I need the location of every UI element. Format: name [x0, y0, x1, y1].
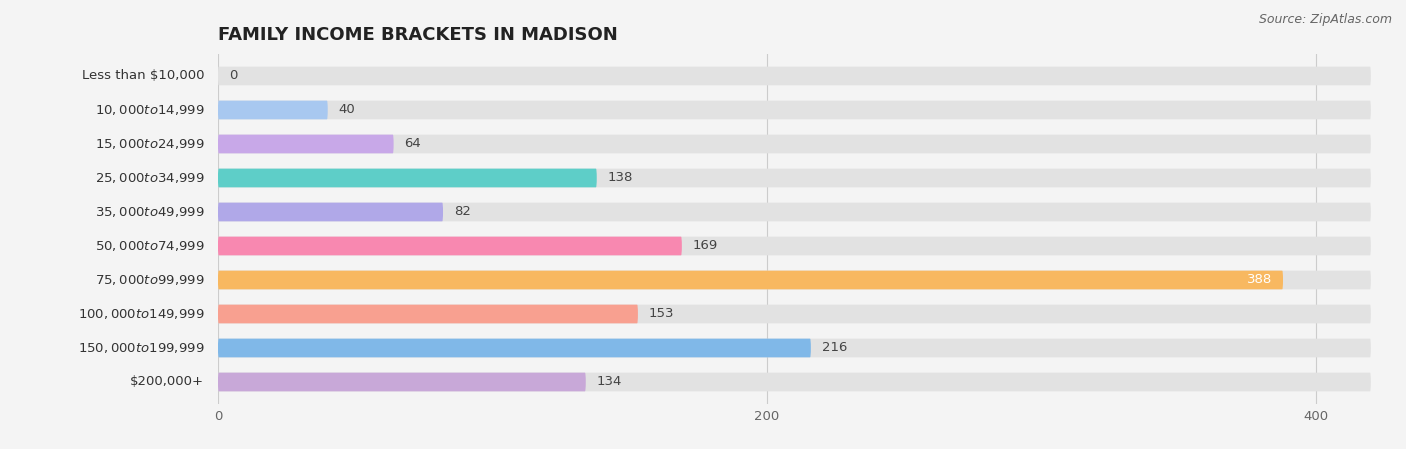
Text: $100,000 to $149,999: $100,000 to $149,999: [77, 307, 204, 321]
Text: FAMILY INCOME BRACKETS IN MADISON: FAMILY INCOME BRACKETS IN MADISON: [218, 26, 617, 44]
Text: 138: 138: [607, 172, 633, 185]
Text: $50,000 to $74,999: $50,000 to $74,999: [94, 239, 204, 253]
FancyBboxPatch shape: [218, 66, 1371, 85]
Text: 216: 216: [823, 342, 848, 355]
FancyBboxPatch shape: [218, 202, 443, 221]
FancyBboxPatch shape: [218, 304, 638, 323]
Text: $150,000 to $199,999: $150,000 to $199,999: [77, 341, 204, 355]
FancyBboxPatch shape: [218, 237, 682, 255]
Text: Source: ZipAtlas.com: Source: ZipAtlas.com: [1258, 13, 1392, 26]
FancyBboxPatch shape: [218, 373, 586, 392]
Text: 0: 0: [229, 70, 238, 83]
FancyBboxPatch shape: [218, 169, 596, 187]
FancyBboxPatch shape: [218, 101, 328, 119]
Text: 64: 64: [405, 137, 422, 150]
Text: $10,000 to $14,999: $10,000 to $14,999: [94, 103, 204, 117]
Text: $200,000+: $200,000+: [131, 375, 204, 388]
FancyBboxPatch shape: [218, 271, 1284, 289]
Text: Less than $10,000: Less than $10,000: [82, 70, 204, 83]
FancyBboxPatch shape: [218, 135, 1371, 154]
Text: 82: 82: [454, 206, 471, 219]
Text: 153: 153: [650, 308, 675, 321]
FancyBboxPatch shape: [218, 304, 1371, 323]
FancyBboxPatch shape: [218, 169, 1371, 187]
Text: 169: 169: [693, 239, 718, 252]
FancyBboxPatch shape: [218, 339, 811, 357]
Text: 134: 134: [596, 375, 621, 388]
Text: 40: 40: [339, 103, 356, 116]
Text: $75,000 to $99,999: $75,000 to $99,999: [94, 273, 204, 287]
FancyBboxPatch shape: [218, 135, 394, 154]
FancyBboxPatch shape: [218, 271, 1371, 289]
FancyBboxPatch shape: [218, 202, 1371, 221]
FancyBboxPatch shape: [218, 373, 1371, 392]
Text: $25,000 to $34,999: $25,000 to $34,999: [94, 171, 204, 185]
FancyBboxPatch shape: [218, 101, 1371, 119]
FancyBboxPatch shape: [218, 339, 1371, 357]
FancyBboxPatch shape: [218, 237, 1371, 255]
Text: $15,000 to $24,999: $15,000 to $24,999: [94, 137, 204, 151]
Text: $35,000 to $49,999: $35,000 to $49,999: [94, 205, 204, 219]
Text: 388: 388: [1247, 273, 1272, 286]
